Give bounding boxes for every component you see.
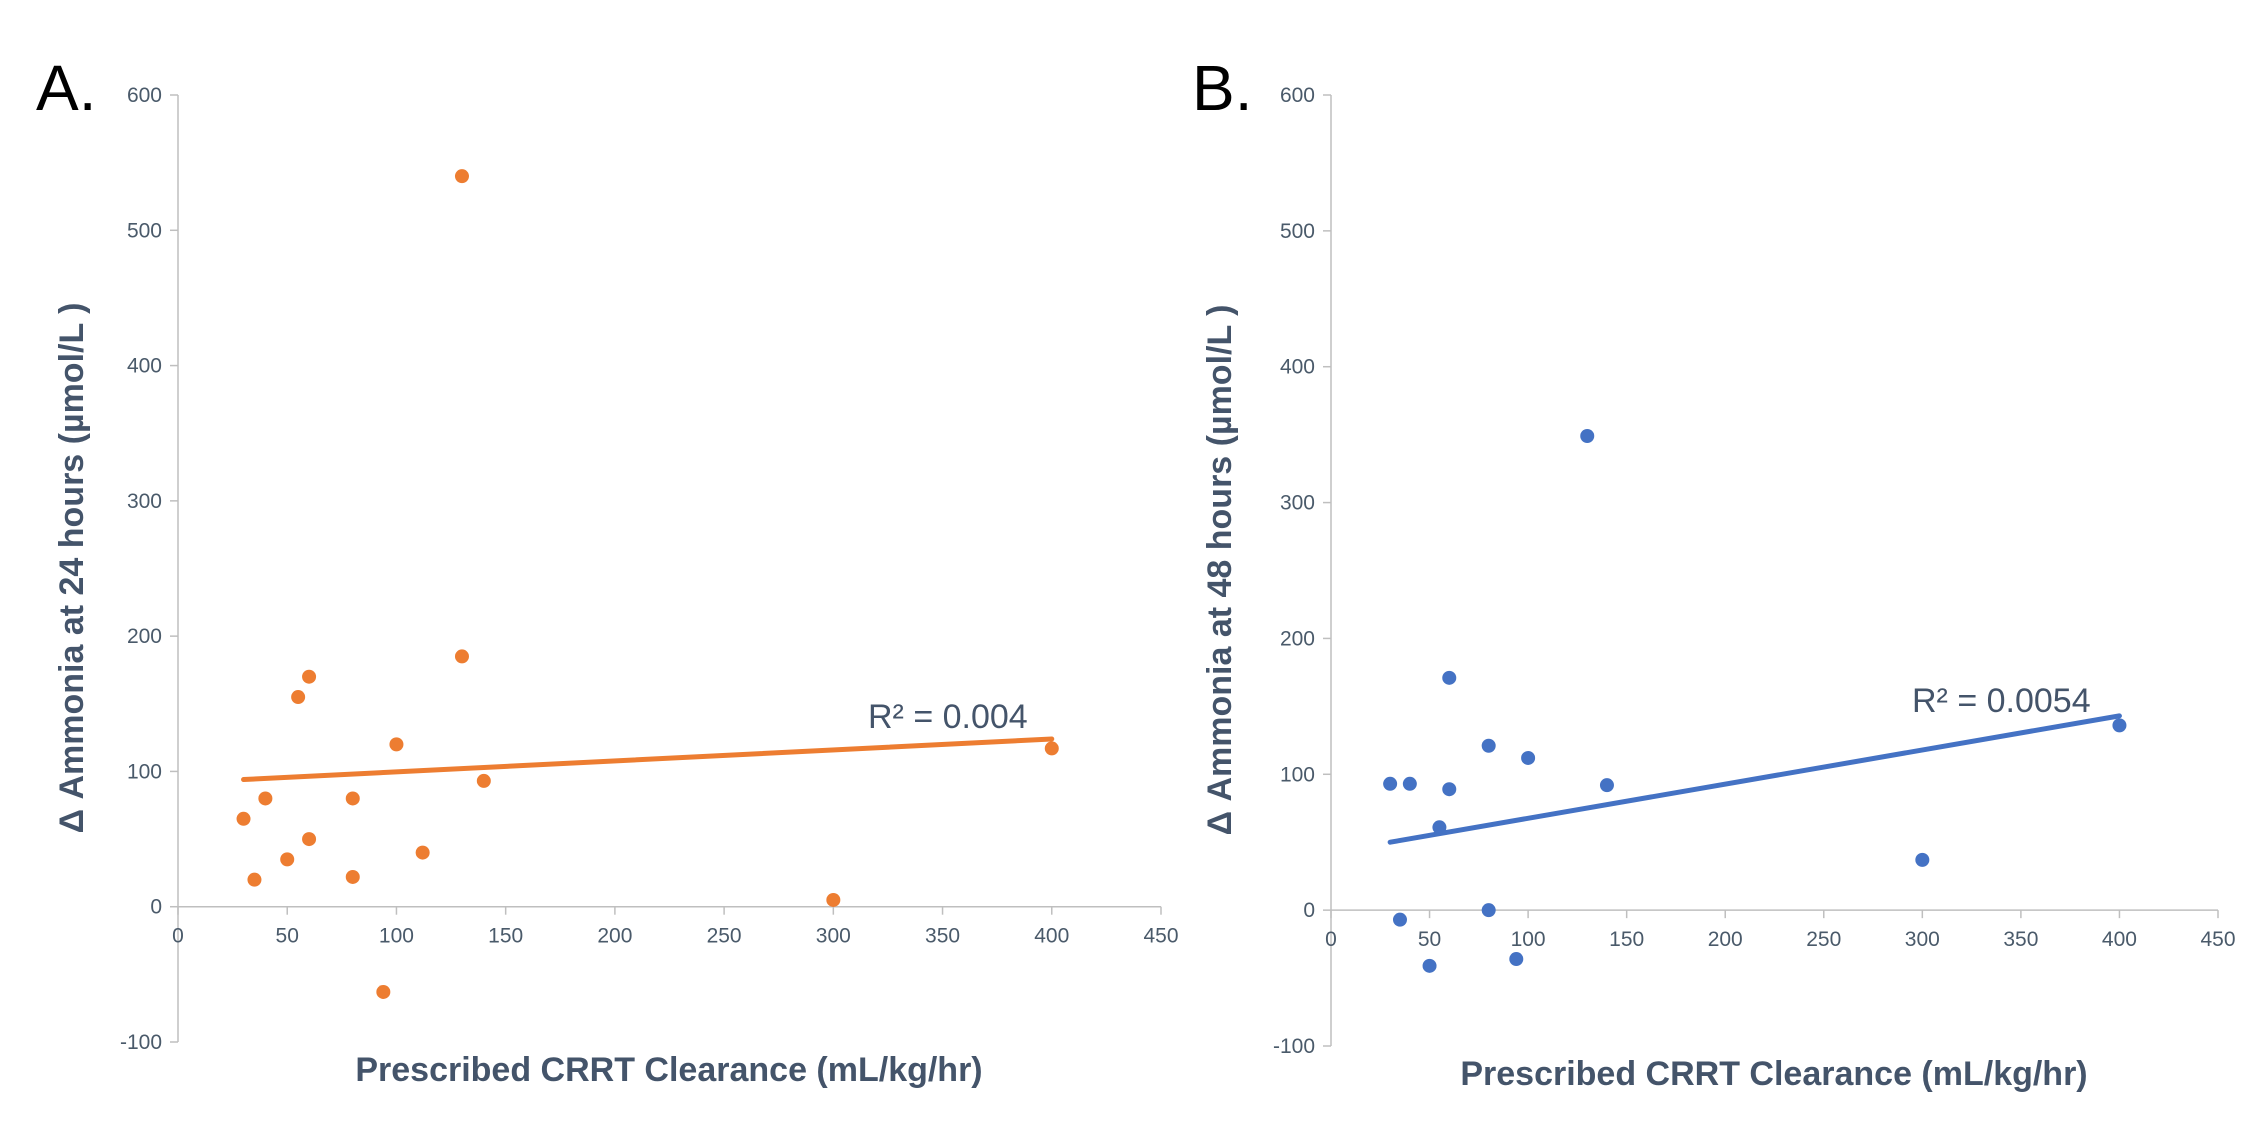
chart-a-x-tick-label: 350: [925, 925, 960, 948]
chart-a-trendline: [241, 736, 1055, 783]
chart-b-data-point: [1442, 782, 1457, 797]
chart-b-data-point: [1432, 820, 1447, 835]
chart-a-y-tick-label: 400: [127, 355, 162, 378]
chart-a-data-point: [476, 773, 491, 788]
chart-a-x-tick-label: 300: [816, 925, 851, 948]
chart-a-data-point: [302, 669, 317, 684]
chart-b-data-point: [1481, 903, 1496, 918]
chart-b-x-tick-label: 400: [2102, 928, 2137, 951]
chart-a-data-point: [291, 690, 306, 705]
chart-a-data-point: [345, 869, 360, 884]
chart-b-y-tick-label: -100: [1273, 1035, 1315, 1058]
chart-b-data-point: [1521, 750, 1536, 765]
chart-b-r-squared-label: R² = 0.0054: [1912, 682, 2091, 720]
chart-b-trendline: [1387, 713, 2122, 845]
chart-b-x-tick-label: 150: [1609, 928, 1644, 951]
chart-b-panel-label: B.: [1192, 52, 1252, 124]
chart-b-x-tick-label: 200: [1708, 928, 1743, 951]
chart-b-x-tick-label: 300: [1905, 928, 1940, 951]
chart-a-data-point: [345, 791, 360, 806]
chart-b-data-point: [1442, 670, 1457, 685]
chart-a-x-tick-label: 400: [1034, 925, 1069, 948]
chart-a-data-point: [826, 892, 841, 907]
chart-a-y-tick-label: 0: [150, 896, 162, 919]
chart-a-r-squared-label: R² = 0.004: [868, 698, 1028, 736]
chart-a-data-point: [454, 649, 469, 664]
chart-a-data-point: [454, 169, 469, 184]
chart-a: A. -100 0 100 200 300 400 500 600 0 50 100 150 200 250…: [36, 52, 1179, 1089]
chart-b-data-point: [1402, 776, 1417, 791]
chart-a-data-point: [389, 737, 404, 752]
chart-b-y-tick-label: 600: [1280, 84, 1315, 107]
chart-b-data-point: [2112, 718, 2127, 733]
chart-a-data-point: [280, 852, 295, 867]
chart-b-data-point: [1915, 852, 1930, 867]
chart-b-data-point: [1509, 952, 1524, 967]
chart-b-x-tick-label: 350: [2003, 928, 2038, 951]
chart-a-y-tick-label: -100: [120, 1031, 162, 1054]
chart-a-data-point: [302, 832, 317, 847]
chart-a-data-point: [247, 872, 262, 887]
chart-b-data-point: [1422, 958, 1437, 973]
chart-b: B. -100 0 100 200 300 400 500 600 0 50 100 150 200 250…: [1192, 52, 2236, 1093]
chart-a-data-point: [1044, 741, 1059, 756]
chart-a-data-point: [236, 811, 251, 826]
chart-a-y-tick-label: 200: [127, 625, 162, 648]
chart-a-x-tick-label: 100: [379, 925, 414, 948]
chart-a-x-tick-label: 150: [488, 925, 523, 948]
chart-a-data-point: [258, 791, 273, 806]
chart-b-y-tick-label: 0: [1303, 899, 1315, 922]
chart-b-y-tick-label: 200: [1280, 627, 1315, 650]
chart-a-x-axis-title: Prescribed CRRT Clearance (mL/kg/hr): [355, 1051, 982, 1089]
chart-a-y-tick-label: 100: [127, 760, 162, 783]
chart-a-x-tick-label: 50: [276, 925, 299, 948]
chart-b-x-axis-title: Prescribed CRRT Clearance (mL/kg/hr): [1460, 1055, 2087, 1093]
chart-b-y-axis-title: Δ Ammonia at 48 hours (µmol/L ): [1201, 305, 1239, 836]
chart-b-data-point: [1392, 912, 1407, 927]
chart-b-data-point: [1481, 738, 1496, 753]
chart-a-y-tick-label: 300: [127, 490, 162, 513]
chart-b-data-point: [1580, 429, 1595, 444]
chart-b-x-tick-label: 250: [1806, 928, 1841, 951]
chart-a-data-point: [415, 845, 430, 860]
chart-b-y-tick-label: 500: [1280, 220, 1315, 243]
chart-a-y-tick-label: 500: [127, 219, 162, 242]
chart-b-x-tick-label: 450: [2200, 928, 2235, 951]
chart-a-x-tick-label: 0: [172, 925, 184, 948]
chart-a-data-point: [376, 984, 391, 999]
chart-a-x-tick-label: 250: [707, 925, 742, 948]
chart-b-y-tick-label: 400: [1280, 356, 1315, 379]
chart-b-data-point: [1599, 778, 1614, 793]
chart-b-y-tick-label: 300: [1280, 492, 1315, 515]
chart-a-panel-label: A.: [36, 52, 96, 124]
chart-b-x-tick-label: 100: [1511, 928, 1546, 951]
chart-b-x-tick-label: 50: [1418, 928, 1441, 951]
chart-a-x-tick-label: 450: [1143, 925, 1178, 948]
chart-b-y-tick-label: 100: [1280, 763, 1315, 786]
chart-a-x-tick-label: 200: [597, 925, 632, 948]
chart-a-y-axis-title: Δ Ammonia at 24 hours (µmol/L ): [53, 303, 91, 834]
chart-b-data-point: [1383, 776, 1398, 791]
chart-b-x-tick-label: 0: [1325, 928, 1337, 951]
chart-a-y-tick-label: 600: [127, 84, 162, 107]
